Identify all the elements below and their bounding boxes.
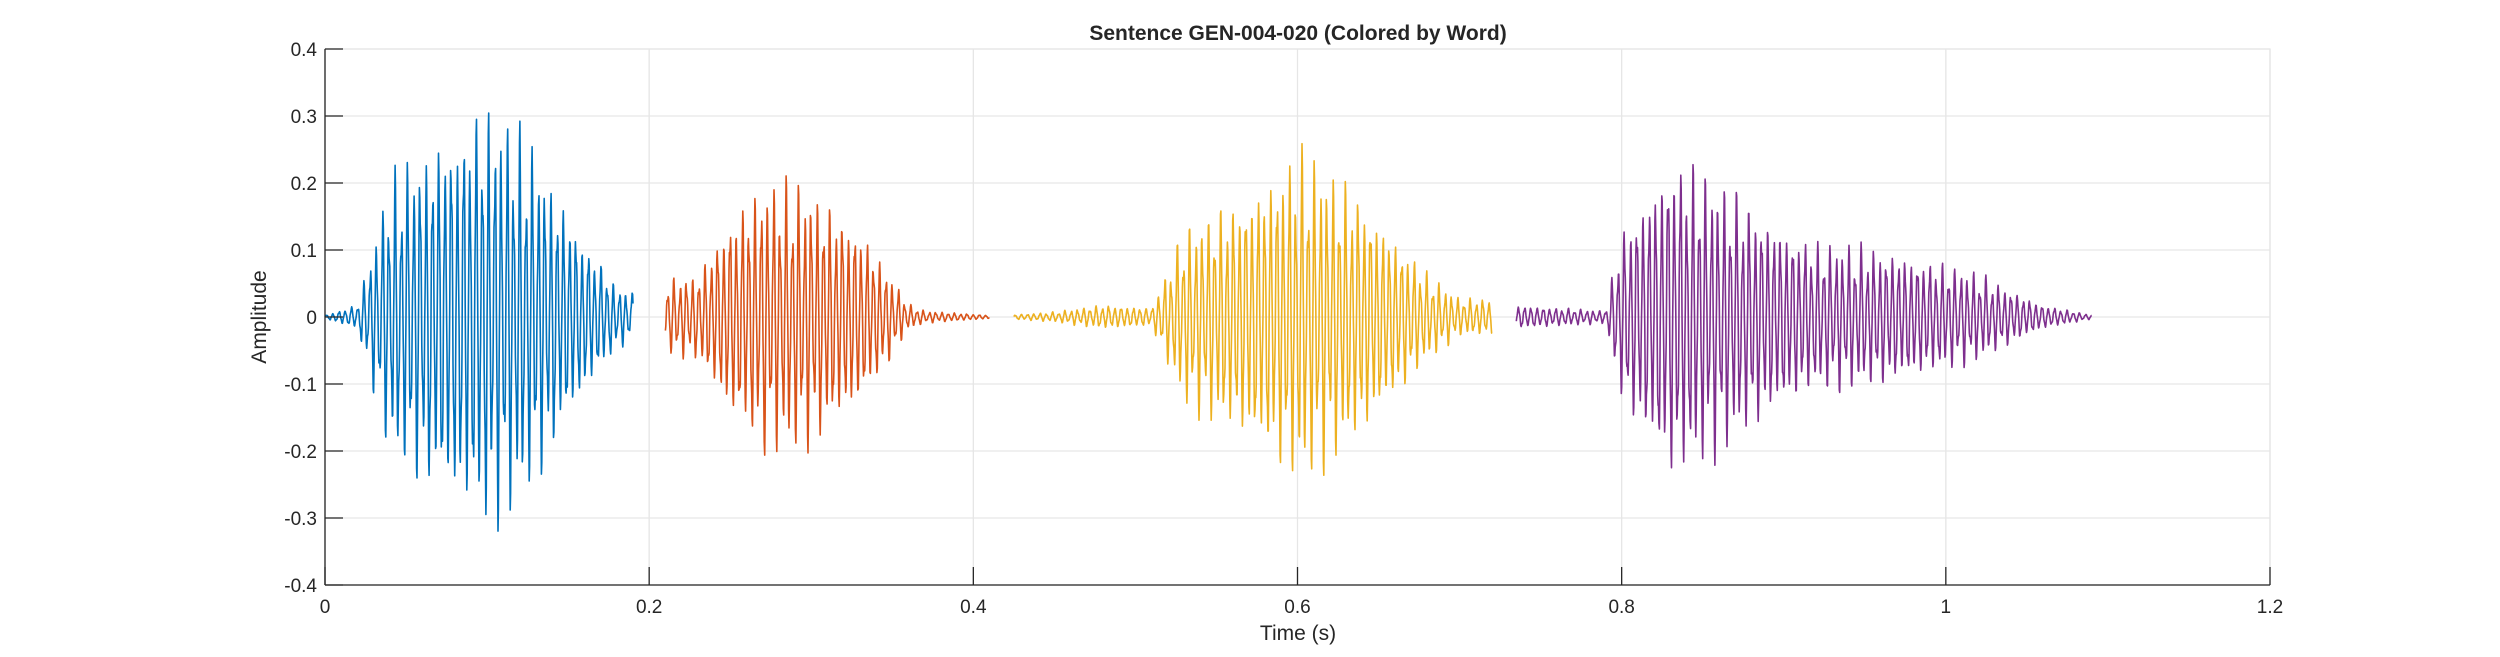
y-axis-label: Amplitude [248, 270, 271, 363]
grid-lines [324, 48, 2271, 586]
y-tick-label-4: 0 [306, 308, 317, 329]
x-tick-label-4: 0.8 [1608, 597, 1634, 618]
y-tick-label-8: 0.4 [291, 40, 318, 61]
word-waveform-4 [1515, 163, 2093, 469]
word-waveform-2 [664, 175, 990, 456]
x-tick-label-5: 1 [1941, 597, 1952, 618]
x-tick-label-1: 0.2 [636, 597, 662, 618]
y-tick-label-0: -0.4 [284, 576, 317, 597]
x-tick-label-0: 0 [320, 597, 331, 618]
x-tick-label-2: 0.4 [960, 597, 987, 618]
x-tick-label-3: 0.6 [1284, 597, 1310, 618]
y-tick-label-7: 0.3 [291, 107, 317, 128]
series-layer [324, 112, 2093, 532]
word-waveform-3 [1013, 142, 1493, 476]
x-tick-label-6: 1.2 [2257, 597, 2283, 618]
y-tick-label-5: 0.1 [291, 241, 317, 262]
y-tick-label-2: -0.2 [284, 442, 317, 463]
word-waveform-1 [324, 112, 634, 532]
y-tick-label-3: -0.1 [284, 375, 317, 396]
x-axis-label: Time (s) [1260, 622, 1336, 645]
axes [324, 48, 2271, 586]
chart-title: Sentence GEN-004-020 (Colored by Word) [1089, 22, 1506, 45]
tick-labels: 0 0.2 0.4 0.6 0.8 1 1.2 -0.4 -0.3 -0.2 -0.1 0 0.1 0.2… [284, 40, 2283, 618]
y-tick-label-1: -0.3 [284, 509, 317, 530]
y-tick-label-6: 0.2 [291, 174, 317, 195]
